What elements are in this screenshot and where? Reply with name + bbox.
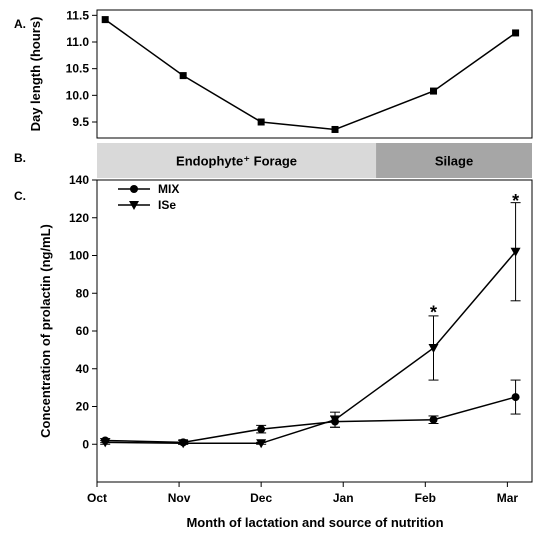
significance-star: * xyxy=(512,191,519,211)
ise-point xyxy=(256,439,267,449)
prolactin-x-tick-label: Nov xyxy=(168,491,191,505)
prolactin-chart: C. 0 20 40 60 80 100 120 140 Oct Nov Dec Jan Feb Mar… xyxy=(14,173,533,530)
day-length-y-tick-label: 9.5 xyxy=(72,115,89,129)
nutrition-band-label: Endophyte⁺ Forage xyxy=(176,154,297,169)
panel-b-label: B. xyxy=(14,151,26,165)
panel-a-label: A. xyxy=(14,17,26,31)
nutrition-source-bar: B. Endophyte⁺ Forage Silage xyxy=(14,143,532,178)
day-length-point xyxy=(101,16,109,24)
ise-line xyxy=(105,251,517,445)
nutrition-band xyxy=(97,143,377,178)
prolactin-y-axis-title: Concentration of prolactin (ng/mL) xyxy=(38,224,53,438)
prolactin-y-tick-label: 100 xyxy=(69,249,89,263)
day-length-line xyxy=(104,18,517,131)
legend-label: ISe xyxy=(158,198,176,212)
ise-point xyxy=(100,438,111,448)
mix-point xyxy=(429,415,438,424)
mix-line xyxy=(105,396,516,444)
legend-item-mix: MIX xyxy=(118,182,179,196)
mix-point xyxy=(257,425,266,434)
prolactin-x-axis: Oct Nov Dec Jan Feb Mar xyxy=(87,482,518,505)
prolactin-x-tick-label: Jan xyxy=(333,491,354,505)
day-length-y-axis: 9.5 10.0 10.5 11.0 11.5 xyxy=(66,8,97,129)
prolactin-y-tick-label: 80 xyxy=(76,286,90,300)
ise-point xyxy=(428,343,439,353)
prolactin-y-tick-label: 60 xyxy=(76,324,90,338)
day-length-point xyxy=(179,72,187,80)
day-length-y-tick-label: 10.0 xyxy=(66,88,90,102)
prolactin-x-tick-label: Feb xyxy=(415,491,436,505)
prolactin-y-axis: 0 20 40 60 80 100 120 140 xyxy=(69,173,97,451)
prolactin-y-tick-label: 140 xyxy=(69,173,89,187)
prolactin-y-tick-label: 20 xyxy=(76,400,90,414)
legend-marker xyxy=(130,185,138,193)
day-length-y-tick-label: 10.5 xyxy=(66,62,90,76)
nutrition-band xyxy=(376,143,532,178)
series-mix xyxy=(100,379,521,447)
day-length-point xyxy=(430,87,438,95)
prolactin-series xyxy=(100,202,521,449)
day-length-point xyxy=(512,29,520,37)
legend-marker xyxy=(129,201,139,210)
prolactin-x-tick-label: Dec xyxy=(250,491,272,505)
prolactin-x-tick-label: Oct xyxy=(87,491,107,505)
ise-point xyxy=(178,439,189,449)
significance-annotations: ** xyxy=(430,191,519,322)
prolactin-y-tick-label: 40 xyxy=(76,362,90,376)
day-length-y-tick-label: 11.5 xyxy=(66,8,89,22)
prolactin-x-tick-label: Mar xyxy=(497,491,519,505)
panel-c-label: C. xyxy=(14,189,26,203)
day-length-y-axis-title: Day length (hours) xyxy=(28,17,43,132)
day-length-y-tick-label: 11.0 xyxy=(66,35,89,49)
ise-point xyxy=(330,415,341,425)
ise-point xyxy=(510,247,521,257)
day-length-point xyxy=(257,118,265,126)
significance-star: * xyxy=(430,302,437,322)
nutrition-band-label: Silage xyxy=(435,154,473,169)
day-length-chart: A. 9.5 10.0 10.5 11.0 11.5 Day length (hours… xyxy=(14,8,533,139)
prolactin-y-tick-label: 120 xyxy=(69,211,89,225)
prolactin-plot-frame xyxy=(96,179,533,483)
series-ise xyxy=(100,202,521,449)
legend: MIX ISe xyxy=(118,182,179,212)
prolactin-x-axis-title: Month of lactation and source of nutriti… xyxy=(186,515,443,530)
legend-label: MIX xyxy=(158,182,179,196)
prolactin-y-tick-label: 0 xyxy=(82,437,89,451)
mix-point xyxy=(511,393,520,402)
day-length-plot-frame xyxy=(96,9,533,139)
day-length-series xyxy=(101,16,520,133)
day-length-point xyxy=(331,125,339,133)
legend-item-ise: ISe xyxy=(118,198,176,212)
